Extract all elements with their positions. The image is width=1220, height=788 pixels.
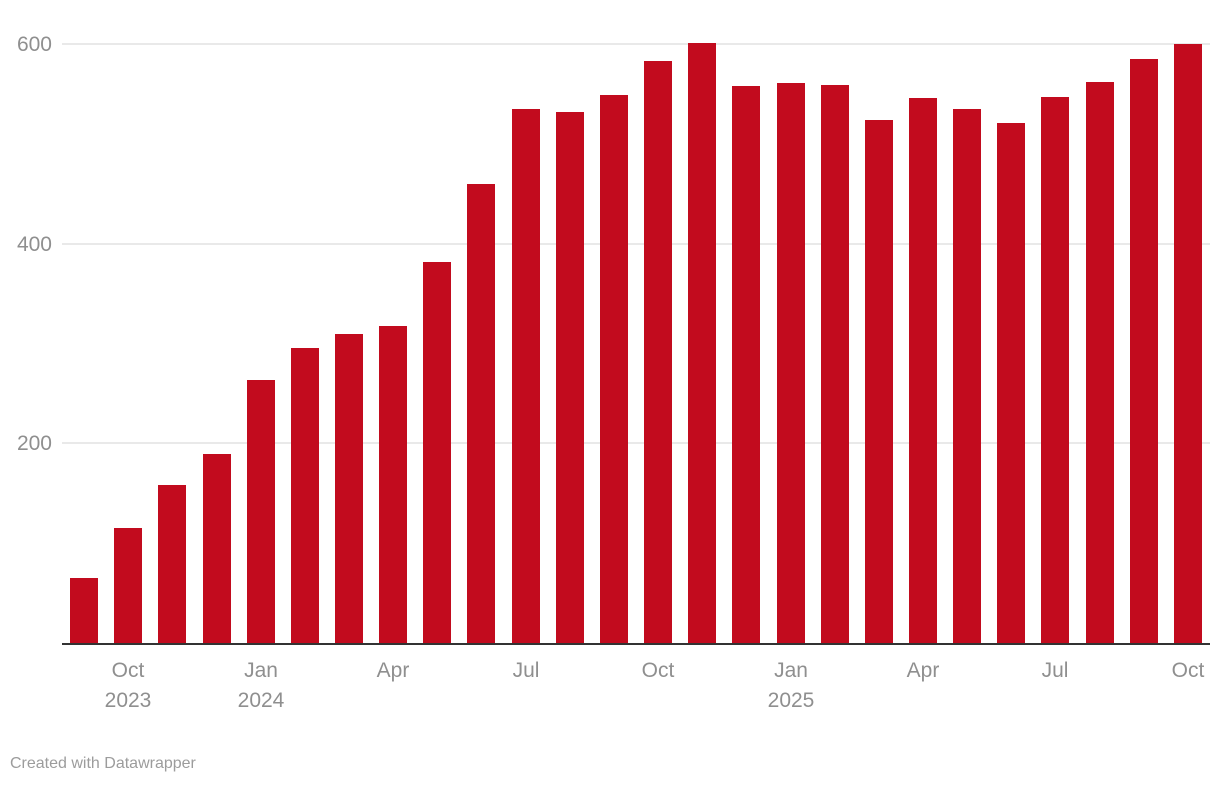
x-tick-month: Oct	[641, 659, 675, 682]
x-tick-month: Jan	[244, 659, 278, 682]
x-tick-label: Oct	[1172, 656, 1205, 686]
bar-mar-2024	[335, 334, 363, 644]
x-tick-month: Jan	[774, 659, 808, 682]
bar-nov-2023	[158, 485, 186, 644]
bar-apr-2024	[379, 326, 407, 644]
x-tick-month: Apr	[376, 659, 410, 682]
bar-dec-2024	[732, 86, 760, 644]
bar-jan-2025	[777, 83, 805, 644]
bar-jun-2024	[467, 184, 495, 644]
x-tick-year: 2025	[767, 689, 815, 712]
x-tick-label: Apr	[907, 656, 940, 686]
x-tick-label: Jan 2025	[768, 656, 815, 716]
gridline-600	[62, 43, 1210, 45]
bar-oct-2024	[644, 61, 672, 644]
x-tick-label: Oct 2023	[105, 656, 152, 716]
y-tick-label: 600	[16, 33, 52, 56]
y-tick-label: 400	[16, 232, 52, 256]
bar-sep-2025	[1130, 59, 1158, 644]
gridline-400	[62, 243, 1210, 245]
bar-dec-2023	[203, 454, 231, 644]
x-tick-month: Apr	[906, 659, 940, 682]
x-tick-label: Apr	[377, 656, 410, 686]
bar-mar-2025	[865, 120, 893, 644]
bar-aug-2024	[556, 112, 584, 644]
x-tick-month: Jul	[1041, 659, 1069, 682]
datawrapper-credit-link[interactable]: Created with Datawrapper	[10, 755, 196, 772]
x-axis-baseline	[62, 643, 1210, 645]
bar-may-2025	[953, 109, 981, 644]
x-tick-label: Jan 2024	[238, 656, 285, 716]
bar-oct-2025	[1174, 44, 1202, 644]
plot-area	[62, 36, 1210, 644]
bar-feb-2024	[291, 348, 319, 644]
gridline-200	[62, 442, 1210, 444]
bar-feb-2025	[821, 85, 849, 644]
x-tick-label: Oct	[642, 656, 675, 686]
bar-jun-2025	[997, 123, 1025, 644]
bar-sep-2024	[600, 95, 628, 644]
bar-may-2024	[423, 262, 451, 644]
x-tick-month: Oct	[1171, 659, 1205, 682]
y-tick-label: 200	[16, 432, 52, 456]
bar-apr-2025	[909, 98, 937, 644]
bar-oct-2023	[114, 528, 142, 644]
bar-jul-2024	[512, 109, 540, 644]
x-tick-label: Jul	[1042, 656, 1069, 686]
bar-jul-2025	[1041, 97, 1069, 644]
x-tick-year: 2024	[237, 689, 285, 712]
x-tick-year: 2023	[104, 689, 152, 712]
bar-sep-2023	[70, 578, 98, 644]
bar-jan-2024	[247, 380, 275, 644]
x-tick-label: Jul	[513, 656, 540, 686]
bar-aug-2025	[1086, 82, 1114, 644]
x-tick-month: Oct	[111, 659, 145, 682]
bar-nov-2024	[688, 43, 716, 644]
x-tick-month: Jul	[512, 659, 540, 682]
